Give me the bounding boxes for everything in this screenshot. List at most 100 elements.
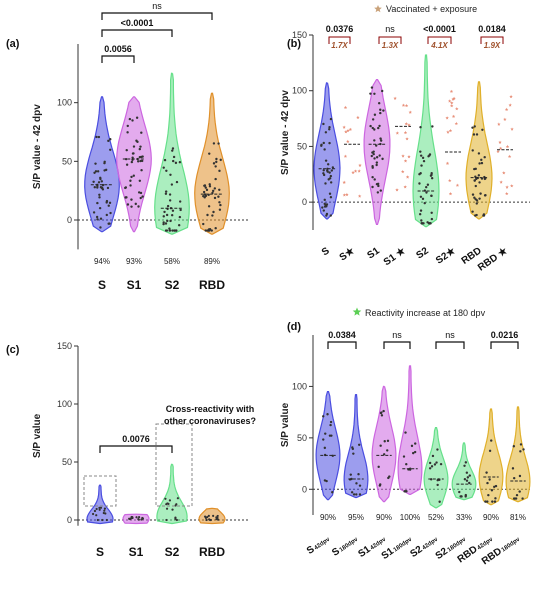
exposure-points-1 bbox=[342, 105, 362, 198]
data-point bbox=[322, 141, 325, 145]
data-point bbox=[141, 516, 144, 520]
star-marker bbox=[498, 140, 502, 144]
data-point bbox=[323, 148, 326, 151]
data-point bbox=[493, 500, 497, 503]
data-point bbox=[126, 124, 129, 128]
violin-shape bbox=[423, 426, 449, 509]
data-point bbox=[212, 514, 215, 517]
data-point bbox=[176, 497, 179, 500]
legend-label: Vaccinated + exposure bbox=[386, 4, 477, 14]
data-point bbox=[130, 160, 134, 164]
data-point bbox=[421, 156, 425, 160]
star-marker bbox=[393, 96, 397, 100]
star-marker bbox=[405, 175, 410, 179]
star-marker bbox=[505, 144, 510, 149]
data-point bbox=[493, 485, 496, 489]
data-point bbox=[202, 190, 206, 194]
data-point bbox=[204, 186, 207, 189]
data-point bbox=[371, 126, 374, 130]
significance-label: ns bbox=[152, 1, 162, 11]
significance-label: ns bbox=[392, 330, 402, 340]
data-point bbox=[373, 92, 376, 95]
category-label-group: S42dpv bbox=[305, 533, 332, 557]
data-point bbox=[458, 490, 461, 494]
star-marker bbox=[401, 103, 406, 107]
data-point bbox=[490, 439, 493, 442]
data-point bbox=[132, 174, 135, 177]
data-point bbox=[421, 197, 425, 201]
data-point bbox=[419, 209, 423, 212]
y-tick-label: 150 bbox=[57, 341, 72, 351]
data-point bbox=[179, 208, 182, 212]
category-label: S1180dpv bbox=[380, 533, 415, 562]
star-marker bbox=[450, 104, 454, 108]
data-point bbox=[208, 152, 211, 155]
data-point bbox=[490, 489, 494, 492]
data-point bbox=[379, 137, 382, 140]
data-point bbox=[478, 162, 481, 165]
category-label: S★ bbox=[338, 245, 357, 263]
data-point bbox=[130, 198, 133, 201]
violin-shape bbox=[84, 96, 120, 233]
star-marker bbox=[446, 130, 450, 134]
data-point bbox=[402, 455, 406, 458]
data-point bbox=[95, 135, 98, 139]
category-label: S1 bbox=[127, 278, 142, 292]
data-point bbox=[329, 181, 333, 184]
star-marker bbox=[357, 169, 361, 173]
data-point bbox=[137, 191, 141, 194]
data-point bbox=[103, 509, 106, 512]
star-marker bbox=[448, 128, 453, 133]
violin-6 bbox=[465, 81, 493, 220]
data-point bbox=[376, 191, 380, 194]
data-point bbox=[375, 161, 379, 164]
data-point bbox=[473, 125, 476, 128]
fold-change-label: 1.7X bbox=[331, 41, 348, 50]
data-point bbox=[169, 219, 172, 223]
data-point bbox=[91, 512, 95, 516]
data-point bbox=[94, 170, 98, 173]
star-marker bbox=[342, 125, 346, 129]
data-point bbox=[422, 159, 426, 163]
data-point bbox=[326, 413, 329, 416]
data-point bbox=[378, 154, 381, 157]
data-point bbox=[214, 177, 217, 181]
data-point bbox=[215, 157, 218, 161]
star-marker bbox=[503, 117, 507, 121]
y-tick-label: 0 bbox=[67, 215, 72, 225]
data-point bbox=[419, 126, 422, 129]
data-point bbox=[138, 147, 141, 151]
data-point bbox=[471, 149, 474, 152]
data-point bbox=[328, 192, 332, 195]
violin-shape bbox=[505, 406, 531, 503]
star-marker bbox=[499, 146, 503, 150]
data-point bbox=[165, 169, 168, 172]
data-point bbox=[512, 476, 516, 480]
data-point bbox=[126, 131, 129, 134]
data-point bbox=[379, 411, 383, 415]
data-point bbox=[481, 128, 484, 131]
data-point bbox=[380, 89, 384, 93]
data-point bbox=[522, 448, 525, 451]
data-point bbox=[101, 518, 104, 522]
data-point bbox=[131, 119, 134, 122]
data-point bbox=[372, 152, 375, 156]
violin-shape bbox=[363, 78, 391, 225]
data-point bbox=[388, 475, 391, 478]
data-point bbox=[162, 166, 165, 169]
data-point bbox=[465, 479, 469, 482]
data-point bbox=[464, 461, 468, 464]
data-point bbox=[355, 493, 358, 496]
data-point bbox=[410, 444, 414, 448]
data-point bbox=[514, 497, 517, 500]
data-point bbox=[460, 495, 463, 498]
data-point bbox=[323, 446, 327, 450]
data-point bbox=[414, 442, 417, 445]
data-point bbox=[369, 124, 372, 128]
data-point bbox=[435, 461, 438, 464]
star-marker bbox=[508, 103, 512, 107]
legend-label: Reactivity increase at 180 dpv bbox=[365, 308, 486, 318]
data-point bbox=[166, 219, 169, 223]
star-marker bbox=[346, 139, 350, 143]
category-label: S42dpv bbox=[305, 533, 332, 557]
